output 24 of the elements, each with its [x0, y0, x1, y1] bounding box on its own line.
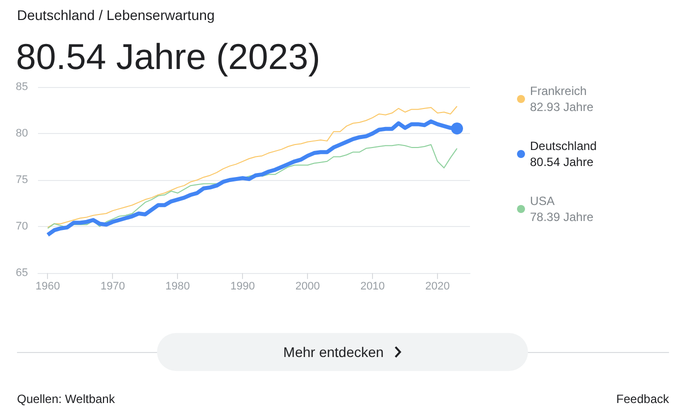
x-tick-label: 2020 — [425, 280, 450, 292]
text: 78.39 Jahre — [530, 210, 594, 224]
x-tick-label: 2000 — [295, 280, 320, 292]
legend-label: Frankreich — [530, 84, 587, 98]
legend-label: USA — [530, 194, 555, 208]
text: 82.93 Jahre — [530, 100, 594, 114]
y-tick-label: 75 — [16, 174, 28, 186]
x-tick-label: 1980 — [165, 280, 190, 292]
y-tick-label: 65 — [16, 267, 28, 279]
y-tick-label: 70 — [16, 220, 28, 232]
x-tick-label: 2010 — [360, 280, 385, 292]
legend-label: Deutschland — [530, 139, 597, 153]
text: Mehr entdecken — [283, 344, 384, 360]
x-tick-label: 1970 — [100, 280, 125, 292]
text: Deutschland / Lebenserwartung — [17, 7, 215, 23]
x-tick-label: 1990 — [230, 280, 255, 292]
y-tick-label: 85 — [16, 81, 28, 93]
text: Feedback — [616, 392, 669, 406]
chart-title: 80.54 Jahre (2023) — [16, 36, 320, 78]
source-note: Quellen: Weltbank — [17, 392, 115, 406]
text: 80.54 Jahre — [530, 155, 594, 169]
line-series — [47, 106, 458, 228]
y-tick-label: 80 — [16, 128, 28, 140]
x-tick-label: 1960 — [36, 280, 60, 292]
